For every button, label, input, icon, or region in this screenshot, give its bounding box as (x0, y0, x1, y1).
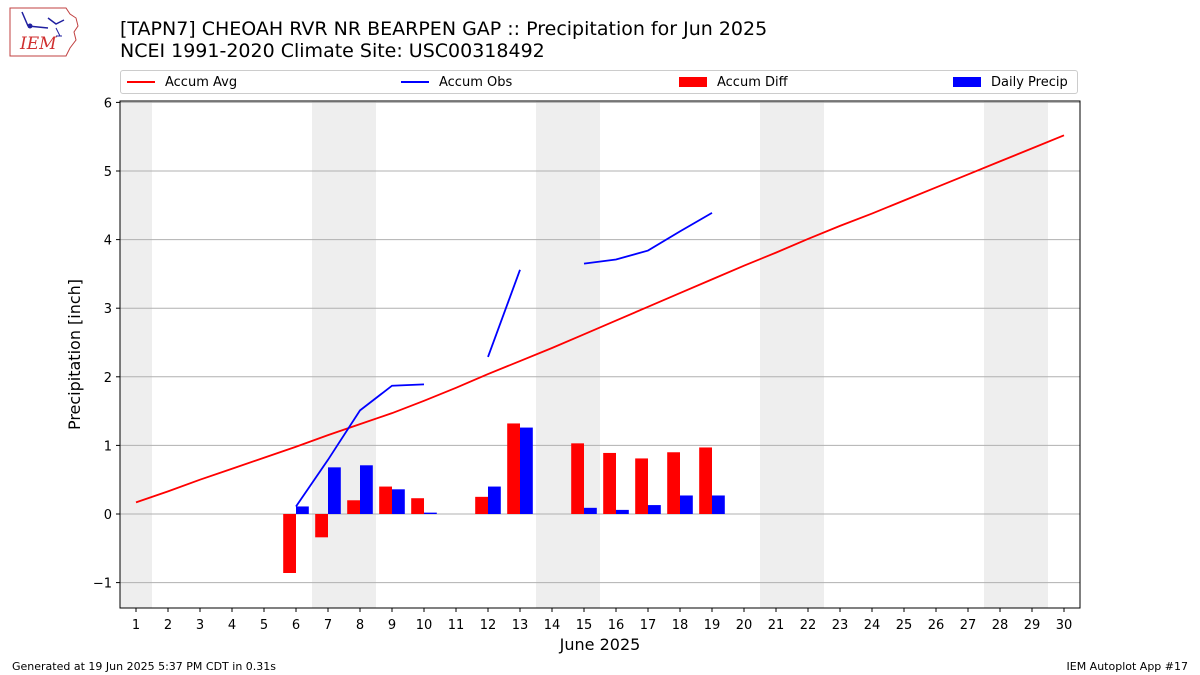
y-tick-label: 1 (104, 439, 112, 454)
legend-label: Accum Obs (439, 74, 513, 90)
y-tick-label: 0 (104, 508, 112, 523)
daily-precip-bar (616, 509, 629, 514)
daily-precip-bar (680, 495, 693, 514)
daily-precip-bar (712, 495, 725, 514)
x-tick-label: 10 (416, 618, 433, 633)
accum-diff-bar (603, 452, 616, 514)
legend-item-daily-precip: Daily Precip (953, 71, 1068, 93)
footer-app: IEM Autoplot App #17 (1066, 660, 1189, 673)
x-tick-label: 25 (896, 618, 913, 633)
iowa-map-icon (9, 7, 79, 57)
weekend-band (760, 101, 824, 608)
x-tick-label: 19 (704, 618, 721, 633)
x-tick-label: 6 (292, 618, 300, 633)
x-tick-label: 13 (512, 618, 529, 633)
x-tick-label: 30 (1056, 618, 1073, 633)
x-tick-label: 14 (544, 618, 561, 633)
accum-diff-bar (699, 447, 712, 514)
chart-subtitle: NCEI 1991-2020 Climate Site: USC00318492 (120, 40, 545, 62)
iem-logo: IEM (8, 6, 80, 60)
legend-swatch (127, 81, 155, 83)
x-tick-label: 7 (324, 618, 332, 633)
accum-diff-bar (379, 486, 392, 514)
accum-diff-bar (347, 500, 360, 514)
x-tick-label: 26 (928, 618, 945, 633)
x-tick-label: 17 (640, 618, 657, 633)
legend-item-accum-avg: Accum Avg (127, 71, 237, 93)
y-tick-label: 2 (104, 371, 112, 386)
chart-title: [TAPN7] CHEOAH RVR NR BEARPEN GAP :: Pre… (120, 18, 768, 40)
x-tick-label: 16 (608, 618, 625, 633)
daily-precip-bar (360, 465, 373, 514)
weekend-band (120, 101, 152, 608)
accum-diff-bar (571, 443, 584, 514)
y-tick-label: 5 (104, 165, 112, 180)
daily-precip-bar (296, 506, 309, 514)
daily-precip-bar (392, 489, 405, 514)
accum-diff-bar (635, 458, 648, 514)
plot-frame (119, 100, 1081, 609)
x-axis-label: June 2025 (559, 635, 641, 654)
x-tick-label: 23 (832, 618, 849, 633)
accum-diff-bar (507, 423, 520, 514)
legend-item-accum-diff: Accum Diff (679, 71, 788, 93)
x-tick-label: 21 (768, 618, 785, 633)
x-tick-label: 27 (960, 618, 977, 633)
y-tick-label: 4 (104, 234, 112, 249)
daily-precip-bar (648, 505, 661, 514)
accum-diff-bar (475, 496, 488, 514)
y-tick-label: −1 (93, 577, 112, 592)
x-tick-label: 12 (480, 618, 497, 633)
daily-precip-bar (584, 507, 597, 514)
daily-precip-bar (520, 427, 533, 514)
legend-swatch (401, 81, 429, 83)
accum-obs-line (295, 383, 425, 507)
legend-swatch (953, 77, 981, 87)
x-tick-label: 5 (260, 618, 268, 633)
daily-precip-bar (328, 467, 341, 514)
legend-label: Accum Avg (165, 74, 238, 90)
x-tick-label: 20 (736, 618, 753, 633)
y-tick-label: 3 (104, 302, 112, 317)
x-tick-label: 15 (576, 618, 593, 633)
accum-diff-bar (411, 498, 424, 514)
daily-precip-bar (488, 486, 501, 514)
x-tick-label: 18 (672, 618, 689, 633)
legend-label: Accum Diff (717, 74, 788, 90)
x-tick-label: 29 (1024, 618, 1041, 633)
y-axis-label: Precipitation [inch] (65, 279, 84, 430)
accum-diff-bar (283, 514, 296, 573)
iem-logo-text: IEM (20, 34, 57, 54)
x-tick-label: 9 (388, 618, 396, 633)
weekend-band (984, 101, 1048, 608)
accum-diff-bar (315, 514, 328, 538)
legend-label: Daily Precip (991, 74, 1068, 90)
x-tick-label: 24 (864, 618, 881, 633)
x-tick-label: 8 (356, 618, 364, 633)
accum-diff-bar (667, 452, 680, 514)
legend-item-accum-obs: Accum Obs (401, 71, 512, 93)
accum-obs-line (487, 269, 521, 358)
x-tick-label: 3 (196, 618, 204, 633)
weekend-band (536, 101, 600, 608)
daily-precip-bar (424, 512, 437, 514)
footer-generated: Generated at 19 Jun 2025 5:37 PM CDT in … (12, 660, 277, 673)
accum-avg-line (135, 134, 1065, 504)
x-tick-label: 4 (228, 618, 236, 633)
accum-obs-line (583, 212, 713, 265)
x-tick-label: 28 (992, 618, 1009, 633)
legend-swatch (679, 77, 707, 87)
y-tick-label: 6 (104, 96, 112, 111)
x-tick-label: 2 (164, 618, 172, 633)
x-tick-label: 11 (448, 618, 465, 633)
chart-legend: Accum Avg Accum Obs Accum Diff Daily Pre… (120, 70, 1078, 94)
x-tick-label: 1 (132, 618, 140, 633)
x-tick-label: 22 (800, 618, 817, 633)
